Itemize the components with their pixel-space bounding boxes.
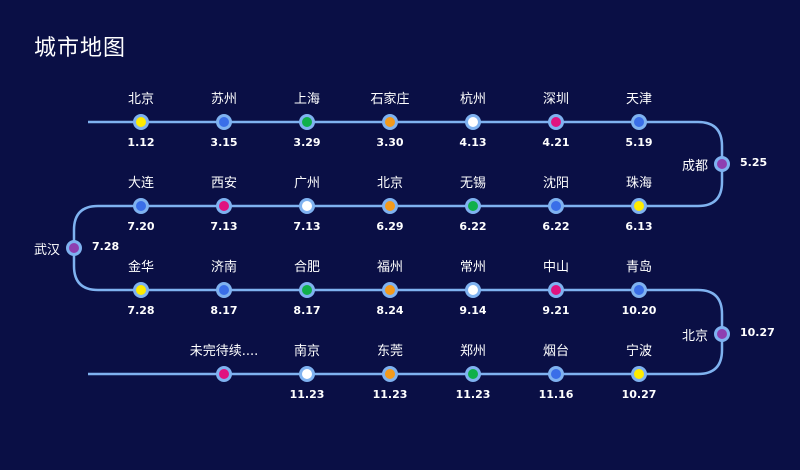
stop-name: 郑州 [459, 344, 487, 359]
stop-date: 6.22 [542, 220, 570, 233]
stop-name: 金华 [127, 260, 155, 275]
stop-date: 11.23 [289, 388, 325, 401]
stop-date: 3.29 [293, 136, 321, 149]
stop-dot [66, 240, 82, 256]
stop-date: 11.16 [538, 388, 574, 401]
stop-name: 无锡 [459, 176, 487, 191]
stop-date: 3.15 [210, 136, 238, 149]
stop-date: 10.20 [621, 304, 657, 317]
stop-dot [216, 198, 232, 214]
stop-date: 5.25 [740, 156, 768, 169]
stop-date: 10.27 [621, 388, 657, 401]
stop-date: 4.13 [459, 136, 487, 149]
stop-date: 9.14 [459, 304, 487, 317]
stop-date: 8.17 [210, 304, 238, 317]
stop-dot [548, 198, 564, 214]
stop-name: 武汉 [33, 243, 60, 258]
stop-name: 上海 [293, 92, 321, 107]
stop-dot [548, 366, 564, 382]
stop-dot [299, 366, 315, 382]
stop-dot [382, 282, 398, 298]
stop-name: 中山 [542, 260, 570, 275]
page-title: 城市地图 [34, 36, 127, 61]
stop-name: 深圳 [542, 92, 570, 107]
stop-dot [714, 156, 730, 172]
stop-dot [714, 326, 730, 342]
stop-dot [216, 366, 232, 382]
stop-date: 7.28 [92, 240, 120, 253]
stop-dot [465, 366, 481, 382]
stop-name: 珠海 [625, 176, 653, 191]
stop-date: 8.17 [293, 304, 321, 317]
stop-dot [299, 282, 315, 298]
stop-dot [382, 366, 398, 382]
stop-name: 合肥 [293, 260, 321, 275]
stop-date: 5.19 [625, 136, 653, 149]
stop-dot [299, 114, 315, 130]
stop-name: 北京 [376, 176, 404, 191]
stop-name: 未完待续.... [189, 344, 259, 359]
stop-name: 南京 [293, 344, 321, 359]
stop-dot [216, 114, 232, 130]
stop-dot [382, 114, 398, 130]
stop-name: 济南 [210, 260, 238, 275]
stop-date: 6.13 [625, 220, 653, 233]
stop-name: 烟台 [542, 344, 570, 359]
stop-date: 1.12 [127, 136, 155, 149]
stop-dot [133, 282, 149, 298]
stop-name: 苏州 [210, 92, 238, 107]
stop-date: 9.21 [542, 304, 570, 317]
stop-name: 成都 [681, 159, 708, 174]
stop-date: 3.30 [376, 136, 404, 149]
stop-name: 常州 [459, 260, 487, 275]
stop-name: 天津 [625, 92, 653, 107]
stop-date: 6.22 [459, 220, 487, 233]
stop-date: 8.24 [376, 304, 404, 317]
stop-name: 青岛 [625, 260, 653, 275]
stop-name: 北京 [681, 329, 708, 344]
stop-dot [133, 198, 149, 214]
stop-dot [216, 282, 232, 298]
stop-name: 北京 [127, 92, 155, 107]
stop-dot [382, 198, 398, 214]
stop-dot [631, 366, 647, 382]
stop-date: 10.27 [740, 326, 775, 339]
stop-date: 7.13 [210, 220, 238, 233]
stop-dot [631, 282, 647, 298]
stop-dot [465, 282, 481, 298]
stop-date: 6.29 [376, 220, 404, 233]
stop-name: 大连 [127, 176, 155, 191]
stop-dot [631, 198, 647, 214]
stop-name: 东莞 [376, 344, 404, 359]
stop-date: 11.23 [455, 388, 491, 401]
stop-name: 杭州 [459, 92, 487, 107]
stop-name: 福州 [376, 260, 404, 275]
route-path [72, 120, 724, 376]
stop-name: 广州 [293, 176, 321, 191]
stop-name: 沈阳 [542, 176, 570, 191]
stop-date: 7.28 [127, 304, 155, 317]
stop-date: 7.20 [127, 220, 155, 233]
stop-dot [299, 198, 315, 214]
stop-name: 宁波 [625, 344, 653, 359]
stop-name: 西安 [210, 176, 238, 191]
stop-dot [631, 114, 647, 130]
stop-dot [548, 282, 564, 298]
stop-dot [548, 114, 564, 130]
stop-date: 11.23 [372, 388, 408, 401]
stop-date: 7.13 [293, 220, 321, 233]
stop-dot [465, 114, 481, 130]
stop-dot [465, 198, 481, 214]
stop-date: 4.21 [542, 136, 570, 149]
stop-dot [133, 114, 149, 130]
stop-name: 石家庄 [370, 92, 410, 107]
